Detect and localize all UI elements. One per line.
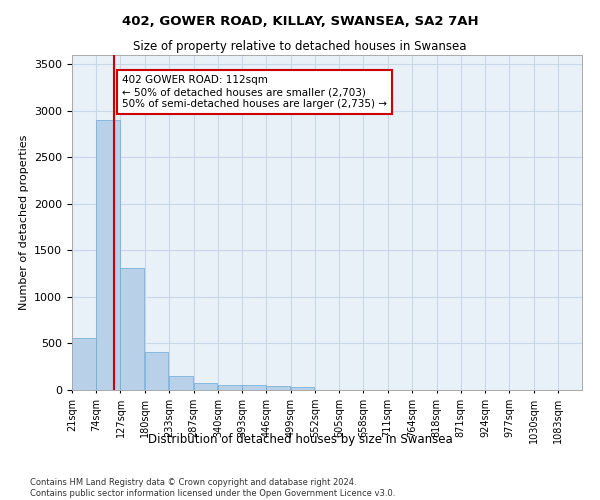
Text: Contains HM Land Registry data © Crown copyright and database right 2024.
Contai: Contains HM Land Registry data © Crown c… (30, 478, 395, 498)
Bar (121, 268, 144, 390)
Text: 402 GOWER ROAD: 112sqm
← 50% of detached houses are smaller (2,703)
50% of semi-: 402 GOWER ROAD: 112sqm ← 50% of detached… (122, 76, 387, 108)
Bar (290, 386, 314, 390)
Y-axis label: Number of detached properties: Number of detached properties (19, 135, 29, 310)
Bar (194, 382, 217, 390)
Text: Distribution of detached houses by size in Swansea: Distribution of detached houses by size … (148, 432, 452, 446)
Bar (96, 120, 120, 390)
Bar (266, 386, 290, 390)
Bar (169, 376, 193, 390)
Bar (242, 386, 266, 390)
Bar (72, 338, 96, 390)
Text: Size of property relative to detached houses in Swansea: Size of property relative to detached ho… (133, 40, 467, 53)
Bar (145, 352, 169, 390)
Bar (218, 385, 242, 390)
Text: 402, GOWER ROAD, KILLAY, SWANSEA, SA2 7AH: 402, GOWER ROAD, KILLAY, SWANSEA, SA2 7A… (122, 15, 478, 28)
